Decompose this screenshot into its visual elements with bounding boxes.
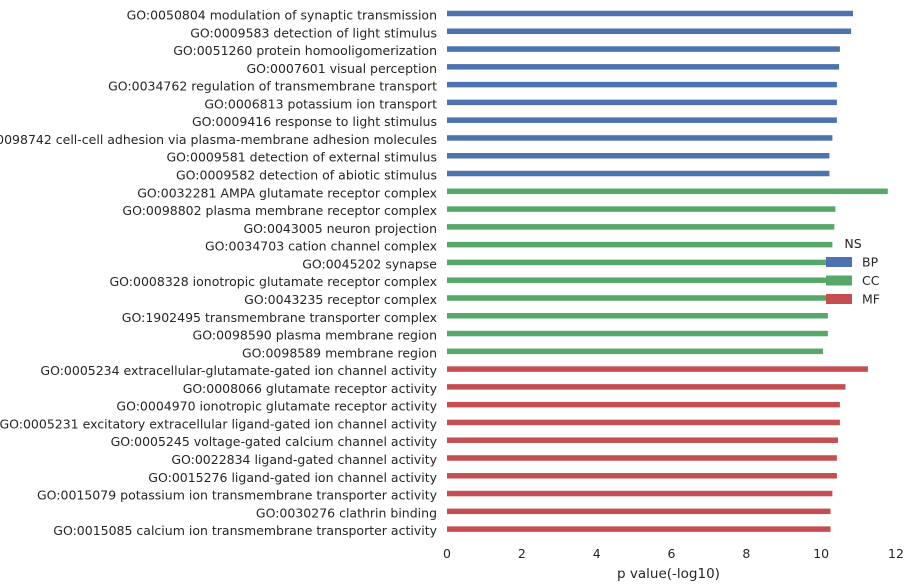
- legend-swatch-bp: [826, 257, 852, 267]
- category-labels: GO:0050804 modulation of synaptic transm…: [0, 8, 438, 539]
- bar-mf-27: [447, 473, 837, 479]
- bar-cc-16: [447, 277, 829, 283]
- category-label: GO:0009416 response to light stimulus: [192, 114, 437, 129]
- bar-bp-9: [447, 152, 830, 159]
- legend-swatch-cc: [826, 275, 852, 286]
- category-label: GO:0009583 detection of light stimulus: [190, 25, 437, 40]
- category-label: GO:0008066 glutamate receptor activity: [183, 381, 438, 396]
- category-label: GO:0015079 potassium ion transmembrane t…: [37, 488, 438, 503]
- x-tick-label: 0: [443, 546, 451, 561]
- category-label: GO:0005234 extracellular-glutamate-gated…: [40, 363, 437, 378]
- bar-mf-26: [447, 455, 837, 461]
- category-label: GO:0004970 ionotropic glutamate receptor…: [116, 399, 437, 414]
- x-tick-label: 6: [668, 546, 676, 561]
- category-label: GO:0098802 plasma membrane receptor comp…: [122, 203, 437, 218]
- category-label: GO:0032281 AMPA glutamate receptor compl…: [137, 185, 437, 200]
- category-label: GO:0005245 voltage-gated calcium channel…: [111, 434, 438, 449]
- category-label: GO:0005231 excitatory extracellular liga…: [0, 416, 438, 431]
- category-label: GO:0015085 calcium ion transmembrane tra…: [53, 523, 437, 538]
- bar-cc-20: [447, 348, 824, 355]
- bar-cc-19: [447, 330, 828, 337]
- category-label: GO:0015276 ligand-gated ion channel acti…: [148, 470, 437, 485]
- x-tick-label: 4: [593, 546, 601, 561]
- legend: NS BP CC MF: [826, 236, 880, 307]
- bar-cc-11: [447, 188, 888, 195]
- category-label: GO:0009582 detection of abiotic stimulus: [176, 168, 437, 183]
- bar-mf-23: [447, 401, 840, 408]
- bars-group: [447, 10, 888, 532]
- category-label: GO:0098742 cell-cell adhesion via plasma…: [0, 132, 437, 147]
- category-label: GO:1902495 transmembrane transporter com…: [122, 310, 437, 325]
- bar-bp-3: [447, 46, 840, 52]
- bar-cc-14: [447, 241, 833, 248]
- x-tick-label: 8: [742, 546, 750, 561]
- bar-mf-22: [447, 384, 846, 390]
- bar-bp-10: [447, 170, 830, 177]
- category-label: GO:0045202 synapse: [302, 256, 437, 271]
- bar-mf-30: [447, 526, 831, 532]
- bar-cc-15: [447, 259, 829, 266]
- bar-bp-7: [447, 117, 837, 123]
- category-label: GO:0034703 cation channel complex: [205, 239, 437, 254]
- category-label: GO:0008328 ionotropic glutamate receptor…: [110, 274, 438, 289]
- bar-mf-21: [447, 366, 868, 372]
- category-label: GO:0034762 regulation of transmembrane t…: [108, 79, 437, 94]
- x-tick-label: 2: [518, 546, 526, 561]
- category-label: GO:0007601 visual perception: [246, 61, 437, 76]
- x-tick-label: 10: [813, 546, 829, 561]
- category-label: GO:0022834 ligand-gated channel activity: [171, 452, 437, 467]
- category-label: GO:0030276 clathrin binding: [256, 505, 437, 520]
- category-label: GO:0043005 neuron projection: [243, 221, 437, 236]
- category-label: GO:0006813 potassium ion transport: [204, 96, 437, 111]
- category-label: GO:0098589 membrane region: [242, 345, 437, 360]
- category-label: GO:0098590 plasma membrane region: [193, 328, 437, 343]
- legend-label-mf: MF: [862, 292, 880, 307]
- bar-bp-8: [447, 135, 833, 141]
- x-tick-label: 12: [888, 546, 904, 561]
- bar-mf-28: [447, 490, 833, 497]
- bar-mf-25: [447, 437, 838, 443]
- category-label: GO:0051260 protein homooligomerization: [173, 43, 437, 58]
- bar-bp-6: [447, 99, 837, 106]
- bar-bp-2: [447, 28, 852, 35]
- bar-mf-24: [447, 419, 840, 426]
- legend-label-bp: BP: [862, 255, 879, 270]
- bar-bp-4: [447, 64, 840, 70]
- bar-cc-13: [447, 224, 835, 230]
- bar-cc-18: [447, 313, 828, 319]
- bar-mf-29: [447, 508, 831, 515]
- bar-bp-5: [447, 81, 837, 88]
- legend-title: NS: [844, 236, 861, 251]
- bar-bp-1: [447, 10, 853, 17]
- x-tick-labels: 0 2 4 6 8 10 12: [443, 546, 904, 561]
- legend-swatch-mf: [826, 294, 852, 304]
- category-label: GO:0009581 detection of external stimulu…: [167, 150, 438, 165]
- x-axis-title: p value(-log10): [617, 566, 720, 582]
- bar-cc-17: [447, 295, 829, 301]
- legend-label-cc: CC: [862, 273, 880, 288]
- bar-cc-12: [447, 206, 836, 212]
- category-label: GO:0043235 receptor complex: [244, 292, 437, 307]
- category-label: GO:0050804 modulation of synaptic transm…: [127, 8, 437, 23]
